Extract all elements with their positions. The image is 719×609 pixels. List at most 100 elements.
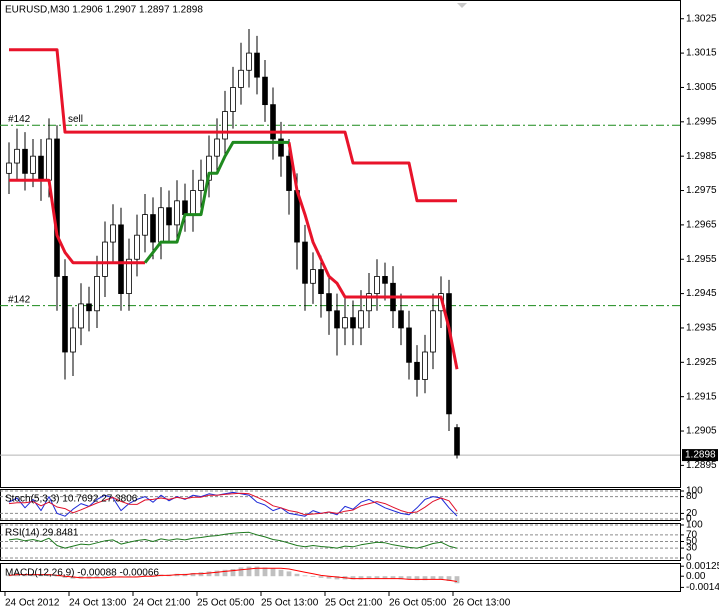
x-tick-label: 25 Oct 21:00	[325, 598, 383, 609]
candle-body	[310, 269, 316, 284]
scroll-marker	[457, 3, 467, 8]
histogram-bar	[334, 576, 340, 580]
candle-body	[414, 361, 420, 380]
histogram-bar	[214, 570, 220, 577]
candle-body	[278, 138, 284, 157]
y-tick-label: 30	[686, 543, 698, 554]
signal-line	[8, 567, 458, 582]
histogram-bar	[326, 576, 332, 579]
order-type: sell	[68, 114, 83, 125]
y-tick-label: 0	[686, 553, 692, 564]
candle-body	[454, 427, 460, 456]
candle-body	[246, 52, 252, 71]
y-tick-label: 20	[686, 508, 698, 519]
y-tick-label: 0.00125	[686, 561, 719, 572]
histogram-bar	[438, 576, 444, 580]
indicator-line	[9, 142, 459, 370]
panel-title: RSI(14) 29.8481	[5, 528, 79, 539]
histogram-bar	[446, 576, 452, 581]
candle-body	[70, 327, 76, 353]
histogram-bar	[270, 568, 276, 577]
indicator-line	[8, 531, 458, 549]
y-tick-label: 0	[686, 514, 692, 525]
candle-body	[190, 190, 196, 215]
candle-body	[62, 276, 68, 353]
panel-frame	[0, 563, 681, 592]
histogram-bar	[38, 575, 44, 577]
histogram-bar	[366, 576, 372, 579]
candle-body	[334, 310, 340, 329]
histogram-bar	[222, 569, 228, 577]
candle-body	[166, 207, 172, 226]
candle-body	[350, 317, 356, 329]
histogram-bar	[294, 573, 300, 577]
x-tick-label: 24 Oct 13:00	[69, 598, 127, 609]
histogram-bar	[398, 576, 404, 580]
histogram-bar	[110, 576, 116, 577]
candle-body	[14, 148, 20, 164]
histogram-bar	[134, 576, 140, 577]
y-tick-label: 1.2955	[686, 254, 717, 265]
indicator-line	[8, 492, 458, 516]
y-tick-label: 1.2915	[686, 391, 717, 402]
candle-body	[318, 269, 324, 294]
histogram-bar	[278, 569, 284, 577]
candle-body	[54, 138, 60, 277]
candle-body	[182, 200, 188, 215]
y-tick-label: 1.2995	[686, 116, 717, 127]
y-tick-label: 1.3005	[686, 82, 717, 93]
order-label: #142	[8, 114, 31, 125]
candle-body	[382, 276, 388, 284]
panel-frame	[0, 489, 681, 521]
y-tick-label: 1.2925	[686, 357, 717, 368]
candle-body	[366, 293, 372, 312]
x-tick-label: 26 Oct 13:00	[453, 598, 511, 609]
price-label-box	[682, 449, 718, 462]
y-tick-label: -0.0014	[686, 582, 719, 593]
candle-body	[222, 111, 228, 140]
candle-body	[262, 76, 268, 106]
order-label: #142	[8, 294, 31, 305]
histogram-bar	[206, 571, 212, 577]
histogram-bar	[22, 574, 28, 577]
x-tick-label: 24 Oct 2012	[5, 598, 60, 609]
candle-body	[94, 276, 100, 312]
candle-body	[126, 258, 132, 295]
histogram-bar	[190, 573, 196, 577]
histogram-bar	[94, 576, 100, 578]
histogram-bar	[230, 569, 236, 577]
candle-body	[110, 224, 116, 243]
y-tick-label: 100	[686, 520, 703, 531]
y-tick-label: 70	[686, 530, 698, 541]
histogram-bar	[454, 576, 460, 584]
panel-title: Stoch(5,3,3) 10.7692 27.3806	[5, 494, 138, 505]
panel-frame	[0, 0, 681, 488]
histogram-bar	[374, 576, 380, 579]
histogram-bar	[254, 566, 260, 577]
candle-body	[118, 224, 124, 294]
indicator-line	[143, 140, 289, 264]
candle-body	[30, 155, 36, 174]
candle-body	[46, 138, 52, 181]
y-tick-label: 1.2895	[686, 460, 717, 471]
candle-body	[198, 179, 204, 191]
candle-body	[6, 162, 12, 174]
candle-body	[86, 303, 92, 312]
y-tick-label: 1.3015	[686, 48, 717, 59]
histogram-bar	[350, 576, 356, 580]
y-tick-label: 0.00	[686, 571, 706, 582]
x-tick-label: 24 Oct 21:00	[133, 598, 191, 609]
candle-body	[174, 200, 180, 226]
histogram-bar	[310, 576, 316, 577]
indicator-line	[8, 491, 458, 517]
histogram-bar	[430, 576, 436, 580]
candle-body	[158, 207, 164, 243]
histogram-bar	[46, 574, 52, 577]
candle-body	[78, 303, 84, 329]
histogram-bar	[62, 576, 68, 578]
candle-body	[214, 138, 220, 157]
histogram-bar	[302, 575, 308, 577]
